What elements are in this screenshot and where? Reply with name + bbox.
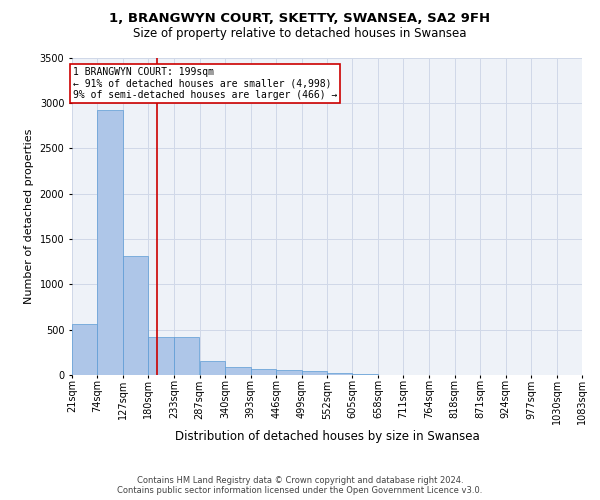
Bar <box>251 369 276 375</box>
Bar <box>200 362 225 375</box>
Bar <box>123 256 148 375</box>
Text: Size of property relative to detached houses in Swansea: Size of property relative to detached ho… <box>133 28 467 40</box>
Bar <box>148 337 174 375</box>
Bar <box>97 110 123 375</box>
Y-axis label: Number of detached properties: Number of detached properties <box>24 128 34 304</box>
Bar <box>174 338 199 375</box>
Bar <box>72 324 97 375</box>
X-axis label: Distribution of detached houses by size in Swansea: Distribution of detached houses by size … <box>175 430 479 443</box>
Bar <box>352 374 378 375</box>
Bar <box>302 371 327 375</box>
Bar <box>276 370 302 375</box>
Text: 1 BRANGWYN COURT: 199sqm
← 91% of detached houses are smaller (4,998)
9% of semi: 1 BRANGWYN COURT: 199sqm ← 91% of detach… <box>73 67 337 100</box>
Bar <box>327 373 352 375</box>
Bar <box>225 368 251 375</box>
Text: Contains HM Land Registry data © Crown copyright and database right 2024.
Contai: Contains HM Land Registry data © Crown c… <box>118 476 482 495</box>
Text: 1, BRANGWYN COURT, SKETTY, SWANSEA, SA2 9FH: 1, BRANGWYN COURT, SKETTY, SWANSEA, SA2 … <box>109 12 491 26</box>
